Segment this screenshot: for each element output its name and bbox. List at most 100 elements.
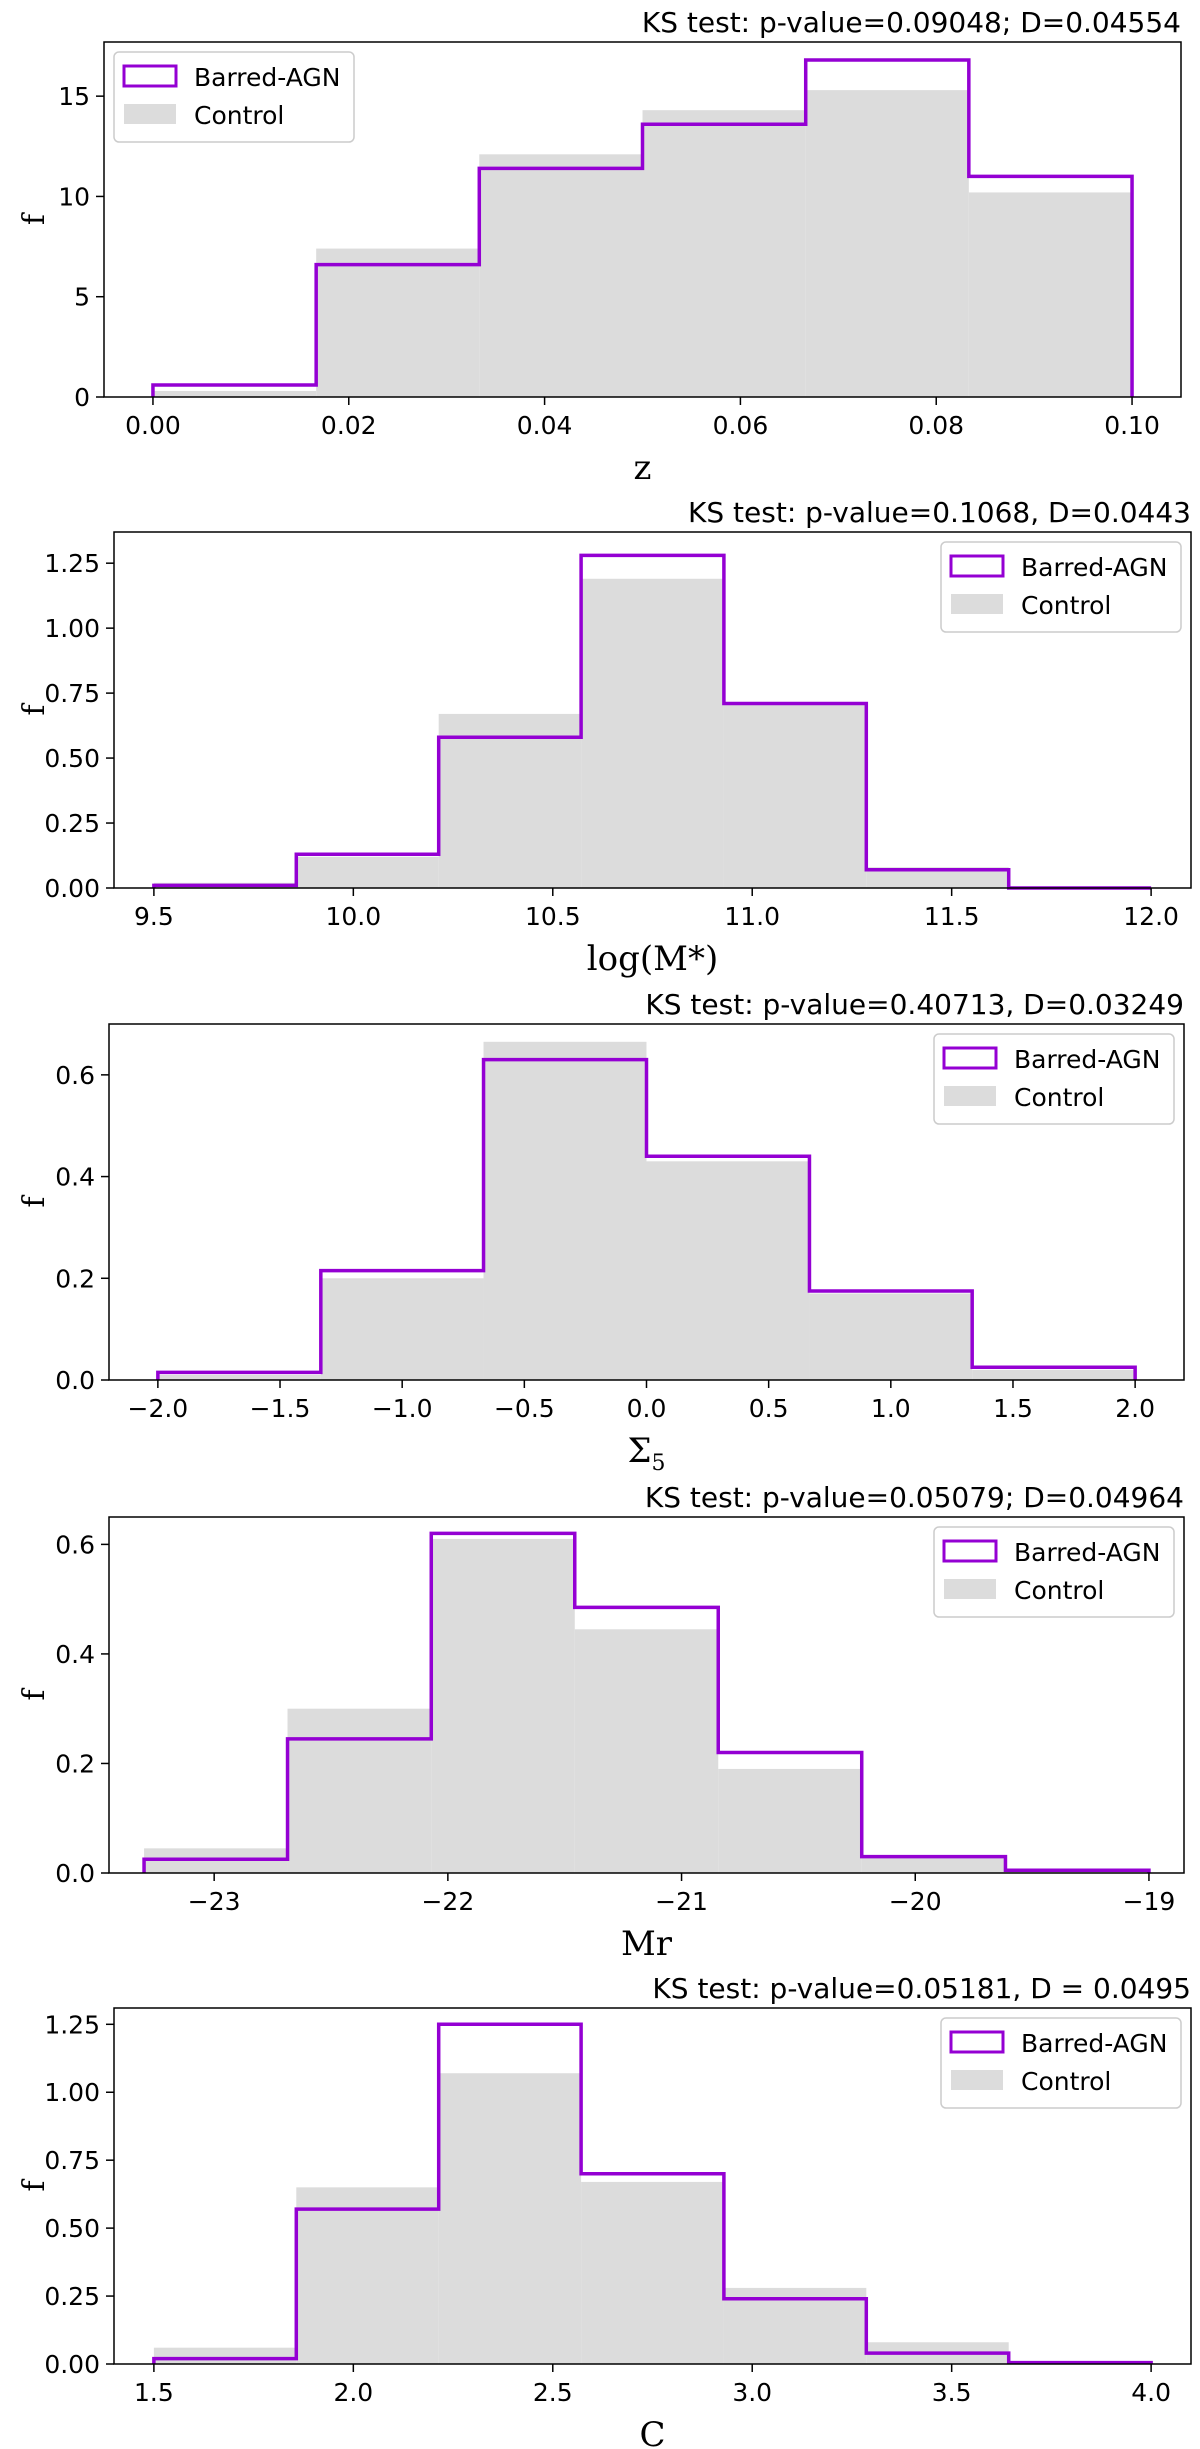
legend-swatch-control	[944, 1579, 996, 1599]
control-bar	[320, 1278, 484, 1380]
control-bar	[296, 856, 439, 888]
x-tick-label: 2.5	[533, 2378, 573, 2407]
control-bar	[861, 1856, 1006, 1873]
x-tick-label: 0.00	[125, 411, 181, 440]
legend-label-barred-agn: Barred-AGN	[1014, 1538, 1161, 1567]
axes-frame	[108, 1516, 1185, 1874]
x-tick-label: 9.5	[134, 902, 174, 931]
x-tick-label: −23	[188, 1887, 241, 1916]
y-tick-label: 0.25	[44, 2282, 100, 2311]
legend-swatch-control	[124, 104, 176, 124]
legend-label-barred-agn: Barred-AGN	[194, 63, 341, 92]
control-bar	[646, 1161, 810, 1380]
x-tick-label: −0.5	[494, 1394, 555, 1423]
y-axis-label: f	[17, 212, 52, 225]
legend-swatch-barred-agn	[122, 64, 178, 88]
chart-title: KS test: p-value=0.09048; D=0.04554	[642, 6, 1181, 39]
x-axis-label: Σ5	[627, 1431, 665, 1476]
control-bar	[153, 2347, 297, 2364]
x-tick-label: 2.0	[1115, 1394, 1155, 1423]
x-tick-label: −1.5	[250, 1394, 311, 1423]
barred-agn-step-line	[151, 58, 1134, 397]
control-bar	[805, 90, 969, 397]
x-tick-label: 0.0	[627, 1394, 667, 1423]
x-axis-label: z	[634, 448, 652, 488]
chart-title: KS test: p-value=0.05079; D=0.04964	[645, 1481, 1184, 1514]
control-bar	[152, 390, 317, 397]
x-tick-label: −19	[1123, 1887, 1176, 1916]
chart-title: KS test: p-value=0.40713, D=0.03249	[645, 988, 1184, 1021]
control-bar	[642, 110, 806, 398]
x-tick-label: 3.0	[732, 2378, 772, 2407]
control-bar	[431, 1538, 575, 1873]
control-bar	[809, 1293, 973, 1380]
control-bar	[972, 1369, 1136, 1380]
x-tick-label: 1.5	[993, 1394, 1033, 1423]
y-tick-label: 0.75	[44, 2146, 100, 2175]
x-tick-label: 1.5	[134, 2378, 174, 2407]
y-tick-label: 1.25	[44, 2010, 100, 2039]
chart-panel-1: 0.00 0.02 0.04 0.06 0.08 0.10 0 5 10 15 KS test: p…	[17, 6, 1182, 488]
legend: Barred-AGN Control	[940, 2017, 1182, 2109]
chart-title: KS test: p-value=0.1068, D=0.0443	[688, 496, 1191, 529]
barred-agn-step-line	[156, 1057, 1137, 1380]
y-tick-label: 0.0	[55, 1366, 95, 1395]
control-bar	[157, 1374, 321, 1380]
control-bar	[479, 154, 643, 397]
x-tick-label: 0.5	[749, 1394, 789, 1423]
x-tick-label: 0.04	[517, 411, 573, 440]
y-tick-label: 1.00	[44, 614, 100, 643]
x-tick-label: 11.0	[724, 902, 780, 931]
barred-agn-step-line	[142, 1531, 1151, 1873]
chart-title: KS test: p-value=0.05181, D = 0.0495	[652, 1972, 1191, 2005]
y-tick-label: 0.50	[44, 2214, 100, 2243]
legend-swatch-control	[944, 1086, 996, 1106]
x-tick-label: 10.5	[525, 902, 581, 931]
y-tick-label: 15	[58, 82, 90, 111]
legend-label-control: Control	[1014, 1083, 1104, 1112]
legend-swatch-barred-agn	[942, 1539, 998, 1563]
chart-panel-3: −2.0 −1.5 −1.0 −0.5 0.0 0.5 1.0 1.5 2.0 0.0 0.2 0.4…	[17, 988, 1185, 1476]
x-axis-label: C	[639, 2415, 665, 2449]
y-tick-label: 10	[58, 182, 90, 211]
y-axis-label: f	[17, 703, 52, 716]
x-tick-label: −22	[421, 1887, 474, 1916]
chart-panel-5: 1.5 2.0 2.5 3.0 3.5 4.0 0.00 0.25 0.50 0.75 1.00 1.…	[17, 1972, 1192, 2449]
control-bar	[718, 1768, 862, 1873]
legend-swatch-barred-agn	[949, 2030, 1005, 2054]
y-axis-label: f	[17, 1688, 52, 1701]
y-tick-label: 0.25	[44, 809, 100, 838]
control-bar	[581, 578, 724, 888]
y-tick-label: 0.2	[55, 1264, 95, 1293]
x-tick-label: 11.5	[924, 902, 980, 931]
control-bar	[574, 1629, 719, 1873]
x-axis-label-subscript: 5	[652, 1451, 666, 1476]
legend-swatch-control	[951, 2070, 1003, 2090]
legend-swatch-barred-agn	[949, 554, 1005, 578]
barred-agn-step-line	[152, 2022, 1153, 2365]
x-tick-label: 3.5	[932, 2378, 972, 2407]
control-bar	[296, 2187, 439, 2364]
y-tick-label: 0.4	[55, 1163, 95, 1192]
legend: Barred-AGN Control	[933, 1526, 1175, 1618]
y-tick-label: 5	[74, 283, 90, 312]
barred-agn-step-line	[152, 553, 1152, 890]
legend-label-control: Control	[194, 101, 284, 130]
control-bar	[438, 2073, 582, 2364]
control-bar	[287, 1708, 432, 1873]
y-tick-label: 0.00	[44, 874, 100, 903]
control-bar	[723, 703, 867, 888]
control-bar	[438, 713, 582, 888]
x-tick-label: 4.0	[1131, 2378, 1171, 2407]
y-tick-label: 0.6	[55, 1530, 95, 1559]
control-bar	[483, 1041, 647, 1380]
axes-frame	[113, 2007, 1192, 2365]
legend-label-barred-agn: Barred-AGN	[1014, 1045, 1161, 1074]
x-tick-label: −21	[655, 1887, 708, 1916]
control-bar	[866, 867, 1009, 888]
control-bar	[968, 192, 1133, 397]
legend: Barred-AGN Control	[940, 541, 1182, 633]
legend-label-control: Control	[1014, 1576, 1104, 1605]
x-tick-label: 1.0	[871, 1394, 911, 1423]
